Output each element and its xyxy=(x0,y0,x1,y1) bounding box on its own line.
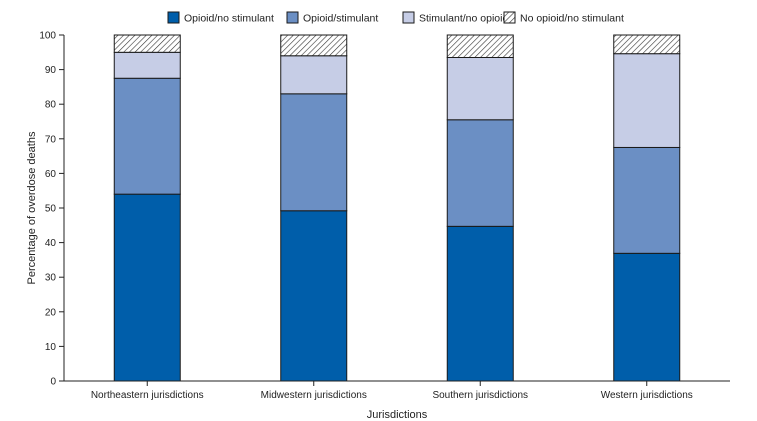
bar-segment-opioid-stimulant xyxy=(446,119,514,227)
y-axis: 0 10 20 30 40 50 60 70 80 90 100 xyxy=(39,31,65,388)
legend-label: Opioid/stimulant xyxy=(303,13,378,25)
bar-segment-no-opioid-no-stimulant xyxy=(446,34,514,58)
legend-label: Opioid/no stimulant xyxy=(184,13,274,25)
bar-segment-opioid-stimulant xyxy=(613,146,681,254)
bar-segment-opioid-no-stimulant xyxy=(446,225,514,382)
legend-label: No opioid/no stimulant xyxy=(520,13,624,25)
bars-group xyxy=(113,34,681,382)
x-tick-label: Northeastern jurisdictions xyxy=(91,390,204,401)
y-tick-label: 100 xyxy=(39,31,56,42)
bar-segment-opioid-no-stimulant xyxy=(113,193,181,382)
y-tick-label: 70 xyxy=(45,134,57,145)
legend-swatch-stimulant-no-opioid xyxy=(402,11,415,24)
y-tick-label: 10 xyxy=(45,342,57,353)
bar-segment-stimulant-no-opioid xyxy=(113,51,181,79)
legend-swatch-opioid-no-stimulant xyxy=(167,11,180,24)
y-tick-label: 50 xyxy=(45,204,57,215)
x-tick-label: Midwestern jurisdictions xyxy=(261,390,367,401)
legend-swatch-no-opioid-no-stimulant xyxy=(503,11,516,24)
y-tick-label: 0 xyxy=(50,377,56,388)
y-tick-label: 90 xyxy=(45,65,57,76)
bar-segment-no-opioid-no-stimulant xyxy=(280,34,348,57)
bar-segment-no-opioid-no-stimulant xyxy=(613,34,681,55)
y-tick-label: 20 xyxy=(45,307,57,318)
y-tick-label: 80 xyxy=(45,100,57,111)
y-tick-label: 60 xyxy=(45,169,57,180)
bar-segment-opioid-no-stimulant xyxy=(280,210,348,382)
bar-segment-opioid-stimulant xyxy=(280,93,348,212)
bar-segment-stimulant-no-opioid xyxy=(613,53,681,148)
x-tick-label: Western jurisdictions xyxy=(601,390,693,401)
bar-segment-opioid-no-stimulant xyxy=(613,252,681,382)
bar-segment-stimulant-no-opioid xyxy=(280,55,348,95)
bar-segment-opioid-stimulant xyxy=(113,77,181,195)
x-tick-label: Southern jurisdictions xyxy=(432,390,528,401)
legend-swatch-opioid-stimulant xyxy=(286,11,299,24)
legend: Opioid/no stimulant Opioid/stimulant Stimu… xyxy=(167,11,624,25)
legend-label: Stimulant/no opioid xyxy=(419,13,508,25)
bar-segment-no-opioid-no-stimulant xyxy=(113,34,181,53)
y-axis-title: Percentage of overdose deaths xyxy=(26,131,38,284)
bar-segment-stimulant-no-opioid xyxy=(446,56,514,121)
x-axis: Northeastern jurisdictions Midwestern jur… xyxy=(64,380,730,401)
x-axis-title: Jurisdictions xyxy=(367,409,428,421)
y-tick-label: 40 xyxy=(45,238,57,249)
y-tick-label: 30 xyxy=(45,273,57,284)
